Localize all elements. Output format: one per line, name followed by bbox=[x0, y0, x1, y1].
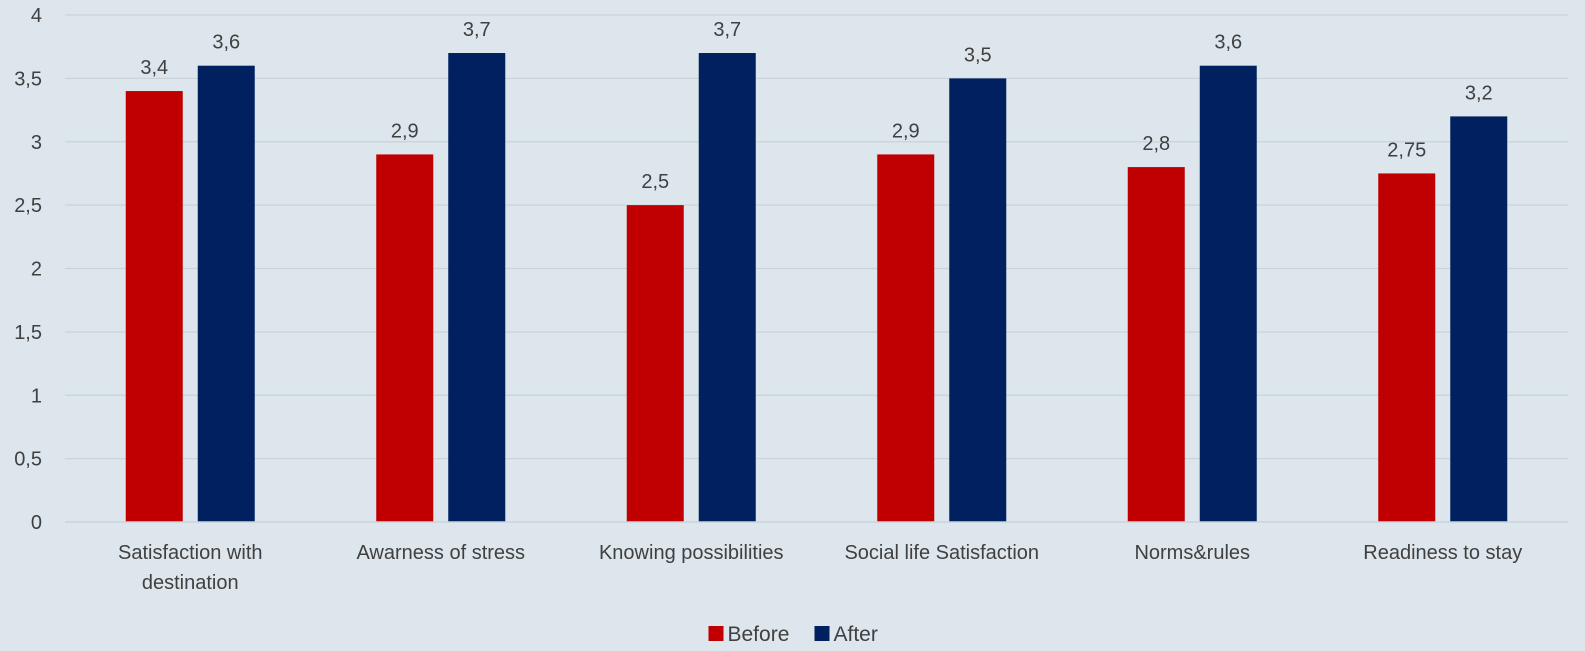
legend-label: After bbox=[834, 623, 878, 646]
data-label-after: 3,6 bbox=[1214, 32, 1242, 54]
data-label-after: 3,5 bbox=[964, 44, 992, 66]
data-label-after: 3,7 bbox=[463, 19, 491, 41]
bar-before bbox=[376, 154, 434, 523]
data-label-before: 2,9 bbox=[391, 120, 419, 142]
bar-before bbox=[877, 154, 935, 523]
legend-swatch-after bbox=[814, 626, 830, 641]
category-label: Satisfaction with destination bbox=[118, 542, 263, 594]
data-label-after: 3,6 bbox=[212, 32, 240, 54]
bar-before bbox=[1378, 173, 1436, 522]
data-label-before: 2,9 bbox=[892, 120, 920, 142]
y-tick-label: 4 bbox=[31, 5, 42, 27]
legend-swatch-before bbox=[708, 626, 724, 641]
y-tick-label: 0,5 bbox=[14, 449, 42, 471]
category-label: Readiness to stay bbox=[1363, 542, 1522, 564]
gridlines bbox=[65, 14, 1568, 460]
data-label-before: 3,4 bbox=[140, 57, 168, 79]
data-labels: 3,4 3,6 2,9 3,7 2,5 3,7 2,9 3,5 2,8 3,6 2,75 3,2 bbox=[140, 19, 1492, 193]
bar-after bbox=[1450, 116, 1508, 523]
category-labels: Satisfaction with destination Awarness of … bbox=[118, 542, 1522, 594]
data-label-before: 2,8 bbox=[1142, 133, 1170, 155]
bars bbox=[125, 53, 1508, 523]
bar-after bbox=[448, 53, 506, 523]
legend-item-before: Before bbox=[708, 623, 790, 646]
data-label-after: 3,2 bbox=[1465, 82, 1493, 104]
y-tick-label: 1 bbox=[31, 385, 42, 407]
y-tick-label: 3,5 bbox=[14, 68, 42, 90]
legend-label: Before bbox=[728, 623, 790, 646]
bar-before bbox=[125, 91, 183, 523]
data-label-after: 3,7 bbox=[713, 19, 741, 41]
bar-after bbox=[698, 53, 756, 523]
y-tick-label: 0 bbox=[31, 512, 42, 534]
bar-after bbox=[197, 65, 255, 522]
legend: Before After bbox=[708, 623, 878, 646]
category-label: Awarness of stress bbox=[356, 542, 525, 564]
bar-before bbox=[626, 205, 684, 522]
data-label-before: 2,75 bbox=[1387, 139, 1426, 161]
bar-after bbox=[1199, 65, 1257, 522]
y-tick-label: 1,5 bbox=[14, 322, 42, 344]
bar-before bbox=[1127, 167, 1185, 522]
y-tick-label: 3 bbox=[31, 132, 42, 154]
category-label: Norms&rules bbox=[1134, 542, 1250, 564]
category-label: Knowing possibilities bbox=[599, 542, 784, 564]
category-label: Social life Satisfaction bbox=[844, 542, 1039, 564]
y-axis-ticks: 0 0,5 1 1,5 2 2,5 3 3,5 4 bbox=[14, 5, 42, 534]
y-tick-label: 2,5 bbox=[14, 195, 42, 217]
bar-after bbox=[949, 78, 1007, 522]
legend-item-after: After bbox=[814, 623, 878, 646]
y-tick-label: 2 bbox=[31, 259, 42, 281]
data-label-before: 2,5 bbox=[641, 171, 669, 193]
